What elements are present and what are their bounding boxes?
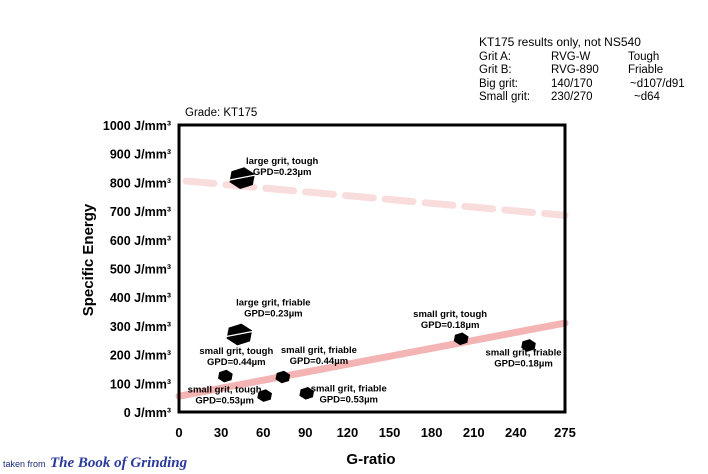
legend-note: Tough [628, 50, 660, 63]
point-label: small grit, friable [485, 347, 561, 358]
x-tick-label: 90 [298, 425, 312, 440]
grade-label: Grade: KT175 [185, 107, 258, 119]
point-label: GPD=0.23µm [244, 309, 303, 320]
trend-line [175, 319, 569, 400]
legend: KT175 results only, not NS540 Grit A: RV… [479, 35, 685, 105]
legend-note: ~d107/d91 [630, 77, 685, 90]
x-tick-label: 210 [463, 425, 485, 440]
legend-label: Grit B: [479, 64, 512, 76]
y-tick-label: 1000 J/mm³ [103, 119, 171, 133]
trend-line [182, 177, 569, 219]
legend-value: RVG-W [551, 50, 591, 63]
grit-marker [275, 370, 291, 384]
plot-frame [177, 123, 567, 414]
credit-book-title: The Book of Grinding [49, 455, 188, 471]
point-label: small grit, friable [311, 383, 387, 394]
y-axis-label: Specific Energy [80, 203, 97, 316]
legend-value: 230/270 [551, 91, 593, 103]
grit-marker [453, 332, 469, 346]
y-tick-label: 0 J/mm³ [124, 406, 171, 420]
grit-marker [299, 387, 315, 400]
point-label: GPD=0.44µm [207, 357, 266, 368]
x-tick-label: 150 [379, 425, 401, 440]
y-tick-label: 900 J/mm³ [110, 148, 171, 162]
point-label: GPD=0.53µm [195, 396, 254, 407]
legend-label: Grit A: [479, 50, 511, 63]
grit-marker-facet [229, 174, 256, 181]
x-tick-label: 240 [505, 425, 527, 440]
y-tick-label: 300 J/mm³ [110, 320, 171, 334]
legend-label: Big grit: [479, 77, 518, 90]
legend-note: ~d64 [634, 91, 660, 103]
y-tick-label: 500 J/mm³ [110, 263, 171, 277]
x-tick-label: 120 [337, 425, 359, 440]
legend-row: Small grit: 230/270 ~d64 [479, 91, 660, 105]
legend-row: Grit A: RVG-W Tough [479, 50, 659, 65]
x-tick-label: 275 [554, 425, 576, 440]
legend-row: Big grit: 140/170 ~d107/d91 [479, 77, 685, 92]
point-label: GPD=0.23µm [253, 167, 312, 178]
grit-marker [218, 369, 233, 383]
point-label: small grit, tough [199, 346, 273, 357]
y-tick-label: 200 J/mm³ [110, 349, 171, 363]
x-tick-label: 60 [256, 425, 270, 440]
y-tick-label: 800 J/mm³ [110, 176, 171, 190]
point-label: GPD=0.53µm [319, 394, 378, 405]
x-tick-label: 180 [421, 425, 443, 440]
legend-row: Grit B: RVG-890 Friable [479, 64, 663, 78]
point-label: small grit, tough [413, 309, 487, 320]
y-tick-label: 600 J/mm³ [110, 234, 171, 248]
legend-value: RVG-890 [551, 64, 599, 76]
y-tick-label: 100 J/mm³ [110, 377, 171, 391]
legend-value: 140/170 [551, 77, 593, 90]
y-tick-label: 700 J/mm³ [110, 205, 171, 219]
point-label: GPD=0.44µm [290, 356, 349, 367]
source-credit: taken from The Book of Grinding [3, 454, 187, 472]
point-label: large grit, friable [236, 298, 310, 309]
credit-prefix: taken from [3, 459, 46, 469]
grit-marker [257, 389, 272, 402]
x-tick-label: 30 [214, 425, 228, 440]
legend-note: Friable [628, 64, 664, 76]
point-label: small grit, friable [281, 345, 357, 356]
point-label: large grit, tough [246, 156, 319, 167]
x-tick-label: 0 [175, 425, 182, 440]
point-label: GPD=0.18µm [421, 320, 480, 331]
point-label: GPD=0.18µm [494, 358, 553, 369]
legend-title: KT175 results only, not NS540 [479, 35, 641, 49]
point-label: small grit, tough [188, 385, 262, 396]
legend-label: Small grit: [479, 91, 531, 103]
x-axis-label: G-ratio [346, 451, 395, 468]
grit-marker-facet [226, 330, 253, 338]
y-tick-label: 400 J/mm³ [110, 291, 171, 305]
grit-marker [521, 339, 536, 352]
